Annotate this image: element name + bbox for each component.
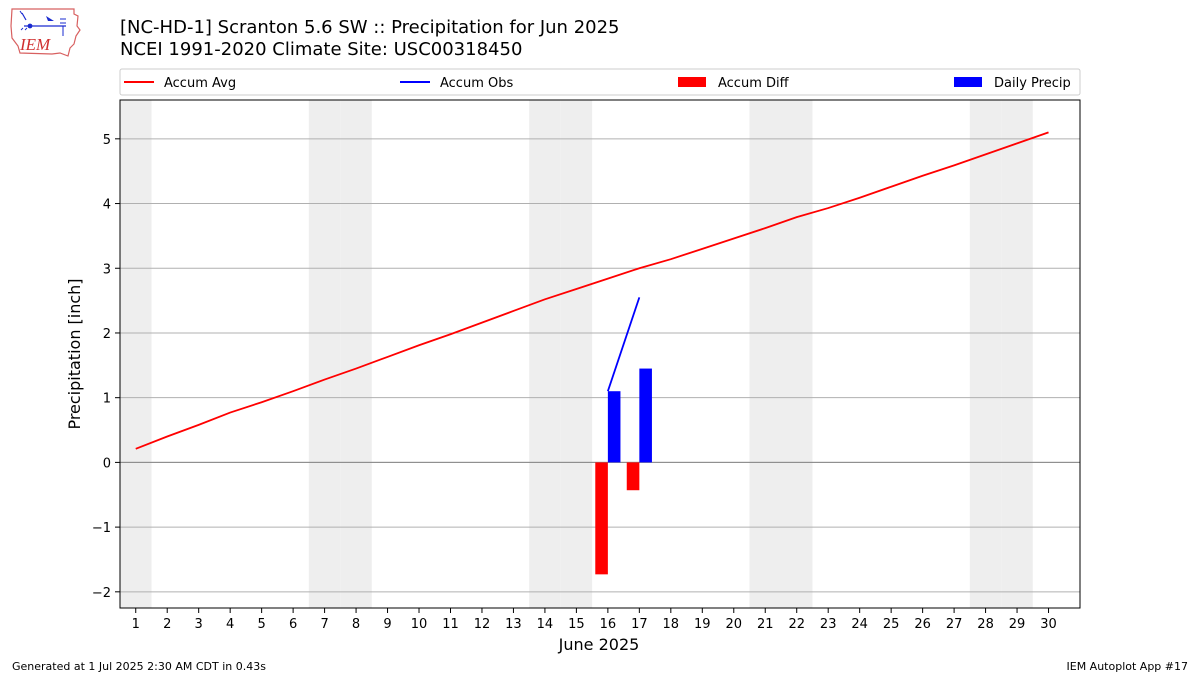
legend-box	[119, 68, 1081, 96]
accum-avg-line	[135, 131, 1049, 450]
weekend-band	[780, 100, 813, 608]
x-axis: 1 2 3 4 5 6 7 8 9 10 11 12 13 14 15 16 17 18 19 20 21 22 23 24 2…	[132, 608, 1057, 632]
x-tick-label: 23	[820, 617, 837, 632]
x-tick-label: 29	[1009, 617, 1026, 632]
y-tick-label: −2	[92, 586, 111, 601]
bars-layer	[595, 368, 652, 575]
weekend-band	[308, 100, 341, 608]
y-tick-label: 1	[103, 392, 111, 407]
x-tick-label: 21	[757, 617, 774, 632]
x-tick-label: 27	[946, 617, 963, 632]
x-tick-label: 17	[631, 617, 648, 632]
x-tick-label: 25	[883, 617, 900, 632]
legend-label-accum-obs: Accum Obs	[440, 76, 513, 91]
y-tick-label: 5	[103, 133, 111, 148]
y-axis-label: Precipitation [inch]	[65, 278, 84, 429]
y-tick-label: 2	[103, 327, 111, 342]
generated-timestamp: Generated at 1 Jul 2025 2:30 AM CDT in 0…	[12, 660, 266, 673]
x-tick-label: 10	[411, 617, 428, 632]
x-tick-label: 28	[977, 617, 994, 632]
app-id: IEM Autoplot App #17	[1066, 660, 1189, 673]
chart-title: [NC-HD-1] Scranton 5.6 SW :: Precipitati…	[120, 17, 620, 38]
legend-label-accum-avg: Accum Avg	[164, 76, 236, 91]
x-tick-label: 12	[474, 617, 491, 632]
weekend-bands	[120, 100, 1033, 608]
accum-obs-line	[607, 297, 641, 392]
x-tick-label: 19	[694, 617, 711, 632]
lines-layer	[135, 131, 1049, 450]
weekend-band	[340, 100, 372, 608]
weekend-band	[749, 100, 781, 608]
x-tick-label: 2	[163, 617, 171, 632]
y-axis: −2 −1 0 1 2 3 4 5	[92, 133, 120, 601]
chart-subtitle: NCEI 1991-2020 Climate Site: USC00318450	[120, 39, 523, 60]
legend-swatch-accum-diff	[678, 77, 706, 87]
legend-label-accum-diff: Accum Diff	[718, 76, 790, 91]
x-tick-label: 15	[568, 617, 585, 632]
legend-label-daily-precip: Daily Precip	[994, 76, 1071, 91]
x-tick-label: 14	[537, 617, 554, 632]
weekend-band	[560, 100, 593, 608]
weekend-band	[1001, 100, 1033, 608]
x-tick-label: 7	[320, 617, 328, 632]
x-tick-label: 6	[289, 617, 297, 632]
x-tick-label: 9	[383, 617, 391, 632]
weekend-band	[120, 100, 152, 608]
x-tick-label: 24	[851, 617, 868, 632]
x-tick-label: 4	[226, 617, 234, 632]
daily-precip-bar	[639, 368, 652, 463]
x-axis-label: June 2025	[558, 635, 640, 654]
x-tick-label: 16	[600, 617, 617, 632]
legend: Accum Avg Accum Obs Accum Diff Daily Precip	[119, 68, 1081, 96]
iem-logo: IEM	[10, 8, 81, 57]
y-tick-label: −1	[92, 521, 111, 536]
x-tick-label: 26	[914, 617, 931, 632]
x-tick-label: 13	[505, 617, 522, 632]
y-tick-label: 0	[103, 456, 111, 471]
weekend-band	[529, 100, 561, 608]
x-tick-label: 22	[788, 617, 805, 632]
x-tick-label: 5	[257, 617, 265, 632]
plot-frame	[119, 99, 1081, 609]
x-tick-label: 1	[132, 617, 140, 632]
accum-diff-bar	[595, 462, 608, 575]
x-tick-label: 18	[663, 617, 680, 632]
x-tick-label: 8	[352, 617, 360, 632]
daily-precip-bar	[607, 391, 621, 463]
y-tick-label: 3	[103, 262, 111, 277]
x-tick-label: 11	[442, 617, 459, 632]
accum-diff-bar	[626, 462, 640, 491]
weekend-band	[969, 100, 1002, 608]
x-tick-label: 3	[195, 617, 203, 632]
logo-text: IEM	[19, 35, 51, 54]
y-tick-label: 4	[103, 198, 111, 213]
legend-swatch-daily-precip	[954, 77, 982, 87]
x-tick-label: 20	[725, 617, 742, 632]
x-tick-label: 30	[1040, 617, 1057, 632]
